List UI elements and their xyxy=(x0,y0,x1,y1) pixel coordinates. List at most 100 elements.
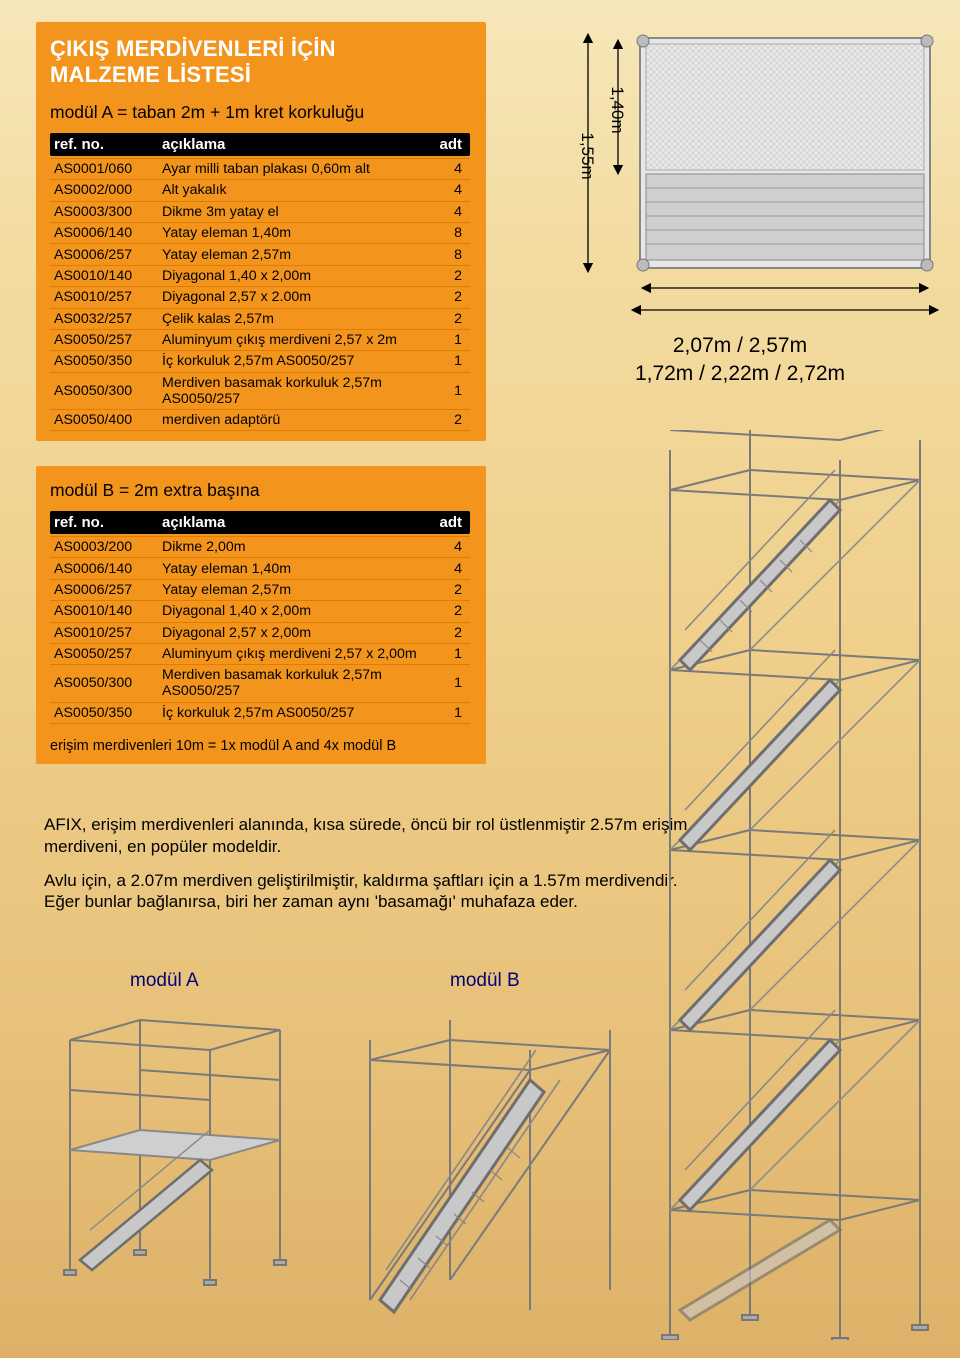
th-ref-no: ref. no. xyxy=(54,136,162,153)
table-row: AS0006/257Yatay eleman 2,57m8 xyxy=(50,243,470,264)
cell-ref-no: AS0010/140 xyxy=(54,268,162,284)
table-b-body: AS0003/200Dikme 2,00m4AS0006/140Yatay el… xyxy=(50,536,470,724)
cell-qty: 1 xyxy=(422,646,462,662)
table-row: AS0010/257Diyagonal 2,57 x 2.00m2 xyxy=(50,286,470,307)
svg-text:1,40m: 1,40m xyxy=(608,86,627,133)
table-row: AS0001/060Ayar milli taban plakası 0,60m… xyxy=(50,158,470,179)
cell-desc: Aluminyum çıkış merdiveni 2,57 x 2m xyxy=(162,332,422,348)
cell-desc: İç korkuluk 2,57m AS0050/257 xyxy=(162,705,422,721)
table-row: AS0050/300Merdiven basamak korkuluk 2,57… xyxy=(50,372,470,409)
cell-desc: Diyagonal 2,57 x 2.00m xyxy=(162,289,422,305)
cell-ref-no: AS0050/350 xyxy=(54,705,162,721)
cell-ref-no: AS0050/400 xyxy=(54,412,162,428)
table-row: AS0010/140Diyagonal 1,40 x 2,00m2 xyxy=(50,600,470,621)
cell-desc: Diyagonal 1,40 x 2,00m xyxy=(162,268,422,284)
table-row: AS0002/000Alt yakalık4 xyxy=(50,179,470,200)
cell-qty: 8 xyxy=(422,247,462,263)
cell-qty: 4 xyxy=(422,539,462,555)
cell-qty: 4 xyxy=(422,182,462,198)
cell-desc: Diyagonal 1,40 x 2,00m xyxy=(162,603,422,619)
cell-ref-no: AS0010/257 xyxy=(54,289,162,305)
svg-text:1,55m: 1,55m xyxy=(578,132,597,179)
cell-qty: 2 xyxy=(422,268,462,284)
th-ref-no: ref. no. xyxy=(54,514,162,531)
cell-ref-no: AS0010/140 xyxy=(54,603,162,619)
cell-desc: Merdiven basamak korkuluk 2,57m AS0050/2… xyxy=(162,375,422,407)
panel-title: ÇIKIŞ MERDİVENLERİ İÇİN MALZEME LİSTESİ xyxy=(50,36,470,88)
cell-desc: Yatay eleman 1,40m xyxy=(162,225,422,241)
th-qty: adt xyxy=(422,136,462,153)
cell-qty: 2 xyxy=(422,289,462,305)
cell-ref-no: AS0050/300 xyxy=(54,675,162,691)
th-qty: adt xyxy=(422,514,462,531)
cell-desc: Yatay eleman 1,40m xyxy=(162,561,422,577)
module-b-illustration xyxy=(330,1000,620,1330)
cell-desc: Dikme 2,00m xyxy=(162,539,422,555)
material-list-module-b-panel: modül B = 2m extra başına ref. no. açıkl… xyxy=(36,466,486,764)
cell-ref-no: AS0003/200 xyxy=(54,539,162,555)
paragraph-1: AFIX, erişim merdivenleri alanında, kısa… xyxy=(44,814,694,858)
cell-ref-no: AS0006/140 xyxy=(54,561,162,577)
cell-desc: Ayar milli taban plakası 0,60m alt xyxy=(162,161,422,177)
cell-qty: 1 xyxy=(422,332,462,348)
cell-qty: 2 xyxy=(422,582,462,598)
table-row: AS0006/257Yatay eleman 2,57m2 xyxy=(50,579,470,600)
dim-width-bottom: 1,72m / 2,22m / 2,72m xyxy=(540,360,940,388)
table-row: AS0010/140Diyagonal 1,40 x 2,00m2 xyxy=(50,265,470,286)
body-copy: AFIX, erişim merdivenleri alanında, kısa… xyxy=(44,814,694,925)
table-header: ref. no. açıklama adt xyxy=(50,133,470,156)
cell-desc: Merdiven basamak korkuluk 2,57m AS0050/2… xyxy=(162,667,422,699)
cell-ref-no: AS0050/300 xyxy=(54,383,162,399)
cell-desc: Yatay eleman 2,57m xyxy=(162,247,422,263)
width-dimensions: 2,07m / 2,57m 1,72m / 2,22m / 2,72m xyxy=(540,332,940,387)
cell-qty: 1 xyxy=(422,675,462,691)
table-row: AS0010/257Diyagonal 2,57 x 2,00m2 xyxy=(50,622,470,643)
th-desc: açıklama xyxy=(162,514,422,531)
cell-qty: 1 xyxy=(422,705,462,721)
cell-ref-no: AS0050/350 xyxy=(54,353,162,369)
label-module-b: modül B xyxy=(450,970,520,992)
cell-desc: Çelik kalas 2,57m xyxy=(162,311,422,327)
cell-qty: 8 xyxy=(422,225,462,241)
cell-ref-no: AS0006/257 xyxy=(54,582,162,598)
th-desc: açıklama xyxy=(162,136,422,153)
top-technical-drawing: 1,40m 1,55m xyxy=(570,30,940,320)
table-row: AS0032/257Çelik kalas 2,57m2 xyxy=(50,308,470,329)
table-row: AS0050/300Merdiven basamak korkuluk 2,57… xyxy=(50,664,470,701)
cell-ref-no: AS0003/300 xyxy=(54,204,162,220)
cell-qty: 2 xyxy=(422,603,462,619)
table-row: AS0050/400merdiven adaptörü2 xyxy=(50,409,470,431)
module-a-subtitle: modül A = taban 2m + 1m kret korkuluğu xyxy=(50,102,470,123)
cell-qty: 1 xyxy=(422,353,462,369)
table-row: AS0050/350İç korkuluk 2,57m AS0050/2571 xyxy=(50,350,470,371)
access-stairs-footnote: erişim merdivenleri 10m = 1x modül A and… xyxy=(50,738,470,754)
cell-ref-no: AS0006/140 xyxy=(54,225,162,241)
table-row: AS0050/257Aluminyum çıkış merdiveni 2,57… xyxy=(50,329,470,350)
cell-ref-no: AS0010/257 xyxy=(54,625,162,641)
cell-ref-no: AS0050/257 xyxy=(54,332,162,348)
cell-qty: 2 xyxy=(422,412,462,428)
cell-desc: Diyagonal 2,57 x 2,00m xyxy=(162,625,422,641)
module-b-subtitle: modül B = 2m extra başına xyxy=(50,480,470,501)
cell-ref-no: AS0001/060 xyxy=(54,161,162,177)
tower-illustration xyxy=(640,430,950,1340)
cell-qty: 2 xyxy=(422,311,462,327)
title-line-2: MALZEME LİSTESİ xyxy=(50,62,251,87)
cell-desc: merdiven adaptörü xyxy=(162,412,422,428)
table-a-body: AS0001/060Ayar milli taban plakası 0,60m… xyxy=(50,158,470,432)
cell-qty: 4 xyxy=(422,161,462,177)
cell-ref-no: AS0032/257 xyxy=(54,311,162,327)
title-line-1: ÇIKIŞ MERDİVENLERİ İÇİN xyxy=(50,36,336,61)
table-row: AS0003/200Dikme 2,00m4 xyxy=(50,536,470,557)
cell-desc: Yatay eleman 2,57m xyxy=(162,582,422,598)
cell-desc: Aluminyum çıkış merdiveni 2,57 x 2,00m xyxy=(162,646,422,662)
cell-ref-no: AS0002/000 xyxy=(54,182,162,198)
cell-desc: Alt yakalık xyxy=(162,182,422,198)
table-row: AS0003/300Dikme 3m yatay el4 xyxy=(50,201,470,222)
table-row: AS0006/140Yatay eleman 1,40m4 xyxy=(50,557,470,578)
cell-qty: 4 xyxy=(422,561,462,577)
module-a-illustration xyxy=(40,1000,300,1300)
label-module-a: modül A xyxy=(130,970,199,992)
table-row: AS0050/257Aluminyum çıkış merdiveni 2,57… xyxy=(50,643,470,664)
cell-qty: 2 xyxy=(422,625,462,641)
